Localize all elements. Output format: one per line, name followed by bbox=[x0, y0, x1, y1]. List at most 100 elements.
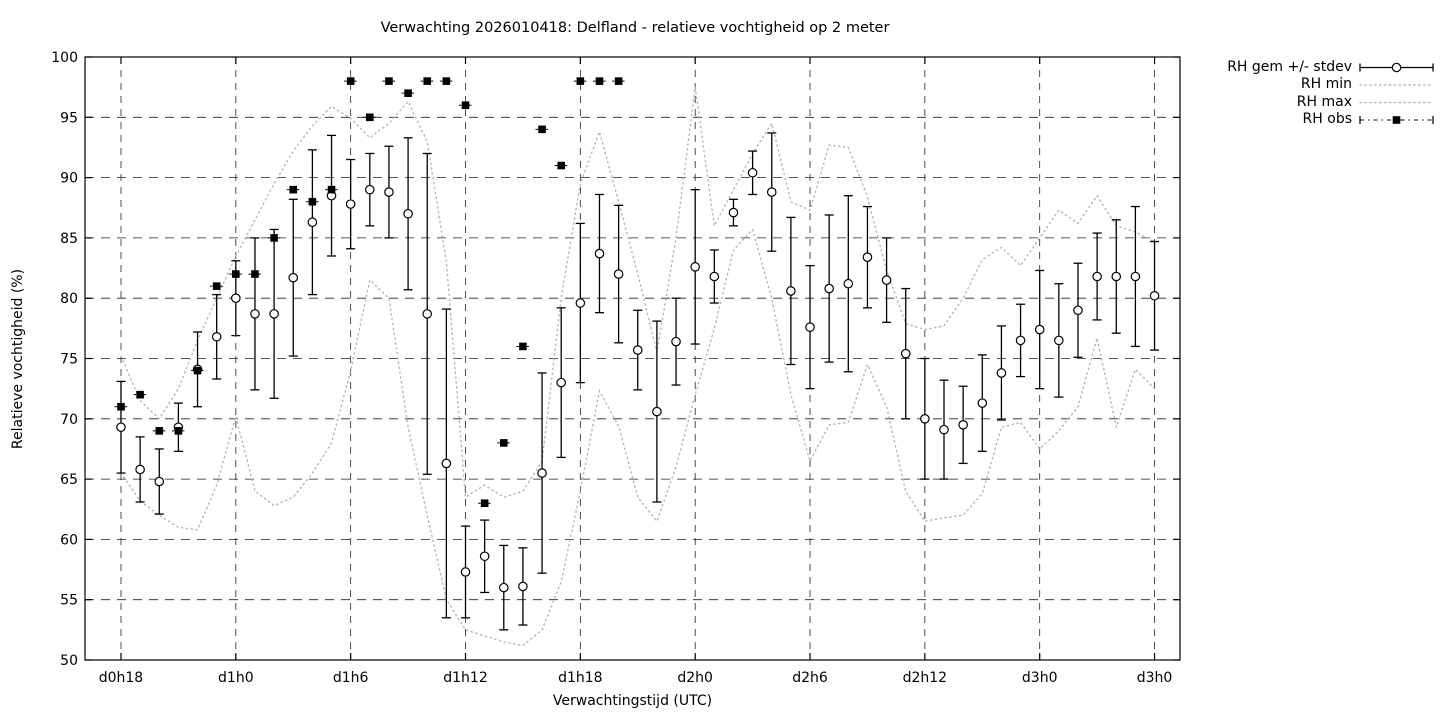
y-tick-label: 85 bbox=[60, 231, 78, 247]
errorbar-point bbox=[460, 525, 471, 619]
y-tick-label: 100 bbox=[51, 50, 78, 66]
chart-title: Verwachting 2026010418: Delfland - relat… bbox=[380, 20, 890, 36]
y-tick-label: 50 bbox=[60, 653, 78, 669]
plot-border-and-ticks bbox=[84, 56, 1181, 661]
errorbar-point bbox=[403, 137, 413, 291]
obs-point bbox=[363, 113, 377, 122]
errorbar-point bbox=[135, 436, 145, 503]
errorbar-point bbox=[384, 145, 394, 239]
errorbar-point bbox=[1054, 283, 1064, 398]
y-tick-label: 75 bbox=[60, 352, 78, 368]
errorbar-point bbox=[996, 325, 1007, 421]
errorbar-point bbox=[575, 222, 586, 384]
errorbar-point bbox=[862, 205, 873, 309]
x-tick-labels: d0h18 d1h0 d1h6 d1h12 d1h18 d2h0 d2h6 d2h12 d3h0… bbox=[99, 670, 1173, 686]
legend: RH gem +/- stdev RH min RH max RH obs bbox=[1180, 59, 1352, 129]
errorbar-point bbox=[728, 198, 739, 227]
errorbar-point bbox=[709, 249, 720, 304]
errorbar-point bbox=[1092, 232, 1102, 321]
obs-point bbox=[267, 234, 281, 242]
obs-point bbox=[592, 77, 606, 85]
obs-point bbox=[497, 439, 511, 447]
errorbar-point bbox=[939, 379, 949, 480]
y-tick-label: 95 bbox=[60, 110, 78, 126]
obs-point bbox=[191, 366, 205, 375]
errorbar-point bbox=[843, 195, 854, 373]
errorbar-point bbox=[920, 357, 930, 480]
x-tick-label: d0h18 bbox=[99, 670, 143, 686]
errorbar-point bbox=[211, 293, 222, 380]
x-tick-label: d3h0 bbox=[1137, 670, 1173, 686]
errorbar-point bbox=[288, 198, 299, 357]
x-tick-label: d1h6 bbox=[333, 670, 369, 686]
errorbar-point bbox=[154, 448, 165, 515]
legend-sample-rh-gem bbox=[1391, 62, 1402, 73]
errorbar-point bbox=[441, 308, 452, 619]
x-tick-label: d3h0 bbox=[1022, 670, 1058, 686]
y-tick-label: 55 bbox=[60, 593, 78, 609]
errorbar-point bbox=[958, 385, 968, 465]
errorbar-point bbox=[269, 228, 279, 399]
obs-point bbox=[325, 185, 339, 194]
x-tick-label: d1h18 bbox=[558, 670, 602, 686]
rh-mean-errorbar-series bbox=[116, 132, 1160, 631]
y-tick-label: 65 bbox=[60, 472, 78, 488]
errorbar-point bbox=[116, 380, 126, 474]
errorbar-point bbox=[518, 547, 528, 626]
errorbar-point bbox=[747, 150, 758, 196]
errorbar-point bbox=[556, 307, 567, 459]
legend-label-rh-min: RH min bbox=[1300, 76, 1352, 93]
errorbar-point bbox=[613, 204, 624, 344]
errorbar-point bbox=[900, 287, 911, 420]
errorbar-point bbox=[632, 309, 643, 391]
obs-point bbox=[401, 89, 415, 97]
legend-label-rh-obs: RH obs bbox=[1302, 111, 1352, 128]
x-tick-label: d1h12 bbox=[443, 670, 487, 686]
grid-lines bbox=[85, 57, 1180, 660]
errorbar-point bbox=[824, 214, 834, 363]
x-axis-title: Verwachtingstijd (UTC) bbox=[552, 693, 713, 709]
rh-obs-series bbox=[114, 77, 626, 508]
legend-label-rh-gem: RH gem +/- stdev bbox=[1227, 59, 1352, 75]
x-tick-label: d2h12 bbox=[903, 670, 947, 686]
y-tick-label: 70 bbox=[60, 412, 78, 428]
obs-point bbox=[229, 270, 243, 278]
y-tick-labels: 50 55 60 65 70 75 80 85 90 95 100 bbox=[51, 50, 78, 669]
errorbar-point bbox=[537, 372, 547, 574]
obs-point bbox=[535, 125, 549, 134]
errorbar-point bbox=[766, 132, 777, 252]
obs-point bbox=[114, 402, 128, 411]
obs-point bbox=[420, 77, 434, 85]
errorbar-point bbox=[671, 297, 681, 386]
obs-point bbox=[305, 197, 319, 206]
obs-point bbox=[133, 390, 147, 399]
x-tick-label: d2h0 bbox=[677, 670, 713, 686]
obs-point bbox=[573, 77, 587, 85]
errorbar-point bbox=[977, 354, 988, 453]
obs-point bbox=[612, 77, 626, 85]
errorbar-point bbox=[805, 264, 815, 390]
errorbar-point bbox=[307, 149, 318, 296]
rh-min-curve bbox=[120, 228, 1156, 647]
obs-point bbox=[152, 427, 166, 435]
errorbar-point bbox=[1111, 219, 1122, 334]
obs-point bbox=[516, 342, 530, 351]
errorbar-point bbox=[594, 193, 605, 314]
obs-point bbox=[286, 185, 300, 194]
errorbar-point bbox=[1015, 303, 1026, 378]
errorbar-point bbox=[690, 189, 700, 345]
errorbar-point bbox=[422, 152, 433, 475]
errorbar-point bbox=[1034, 269, 1045, 390]
errorbar-point bbox=[881, 237, 892, 323]
errorbar-point bbox=[786, 216, 796, 366]
obs-point bbox=[248, 270, 262, 278]
legend-sample-rh-obs bbox=[1392, 116, 1401, 124]
obs-point bbox=[344, 77, 358, 85]
errorbar-point bbox=[479, 519, 490, 594]
errorbar-point bbox=[231, 260, 241, 337]
legend-label-rh-max: RH max bbox=[1296, 93, 1352, 110]
errorbar-point bbox=[365, 152, 375, 227]
y-tick-label: 90 bbox=[60, 171, 78, 187]
